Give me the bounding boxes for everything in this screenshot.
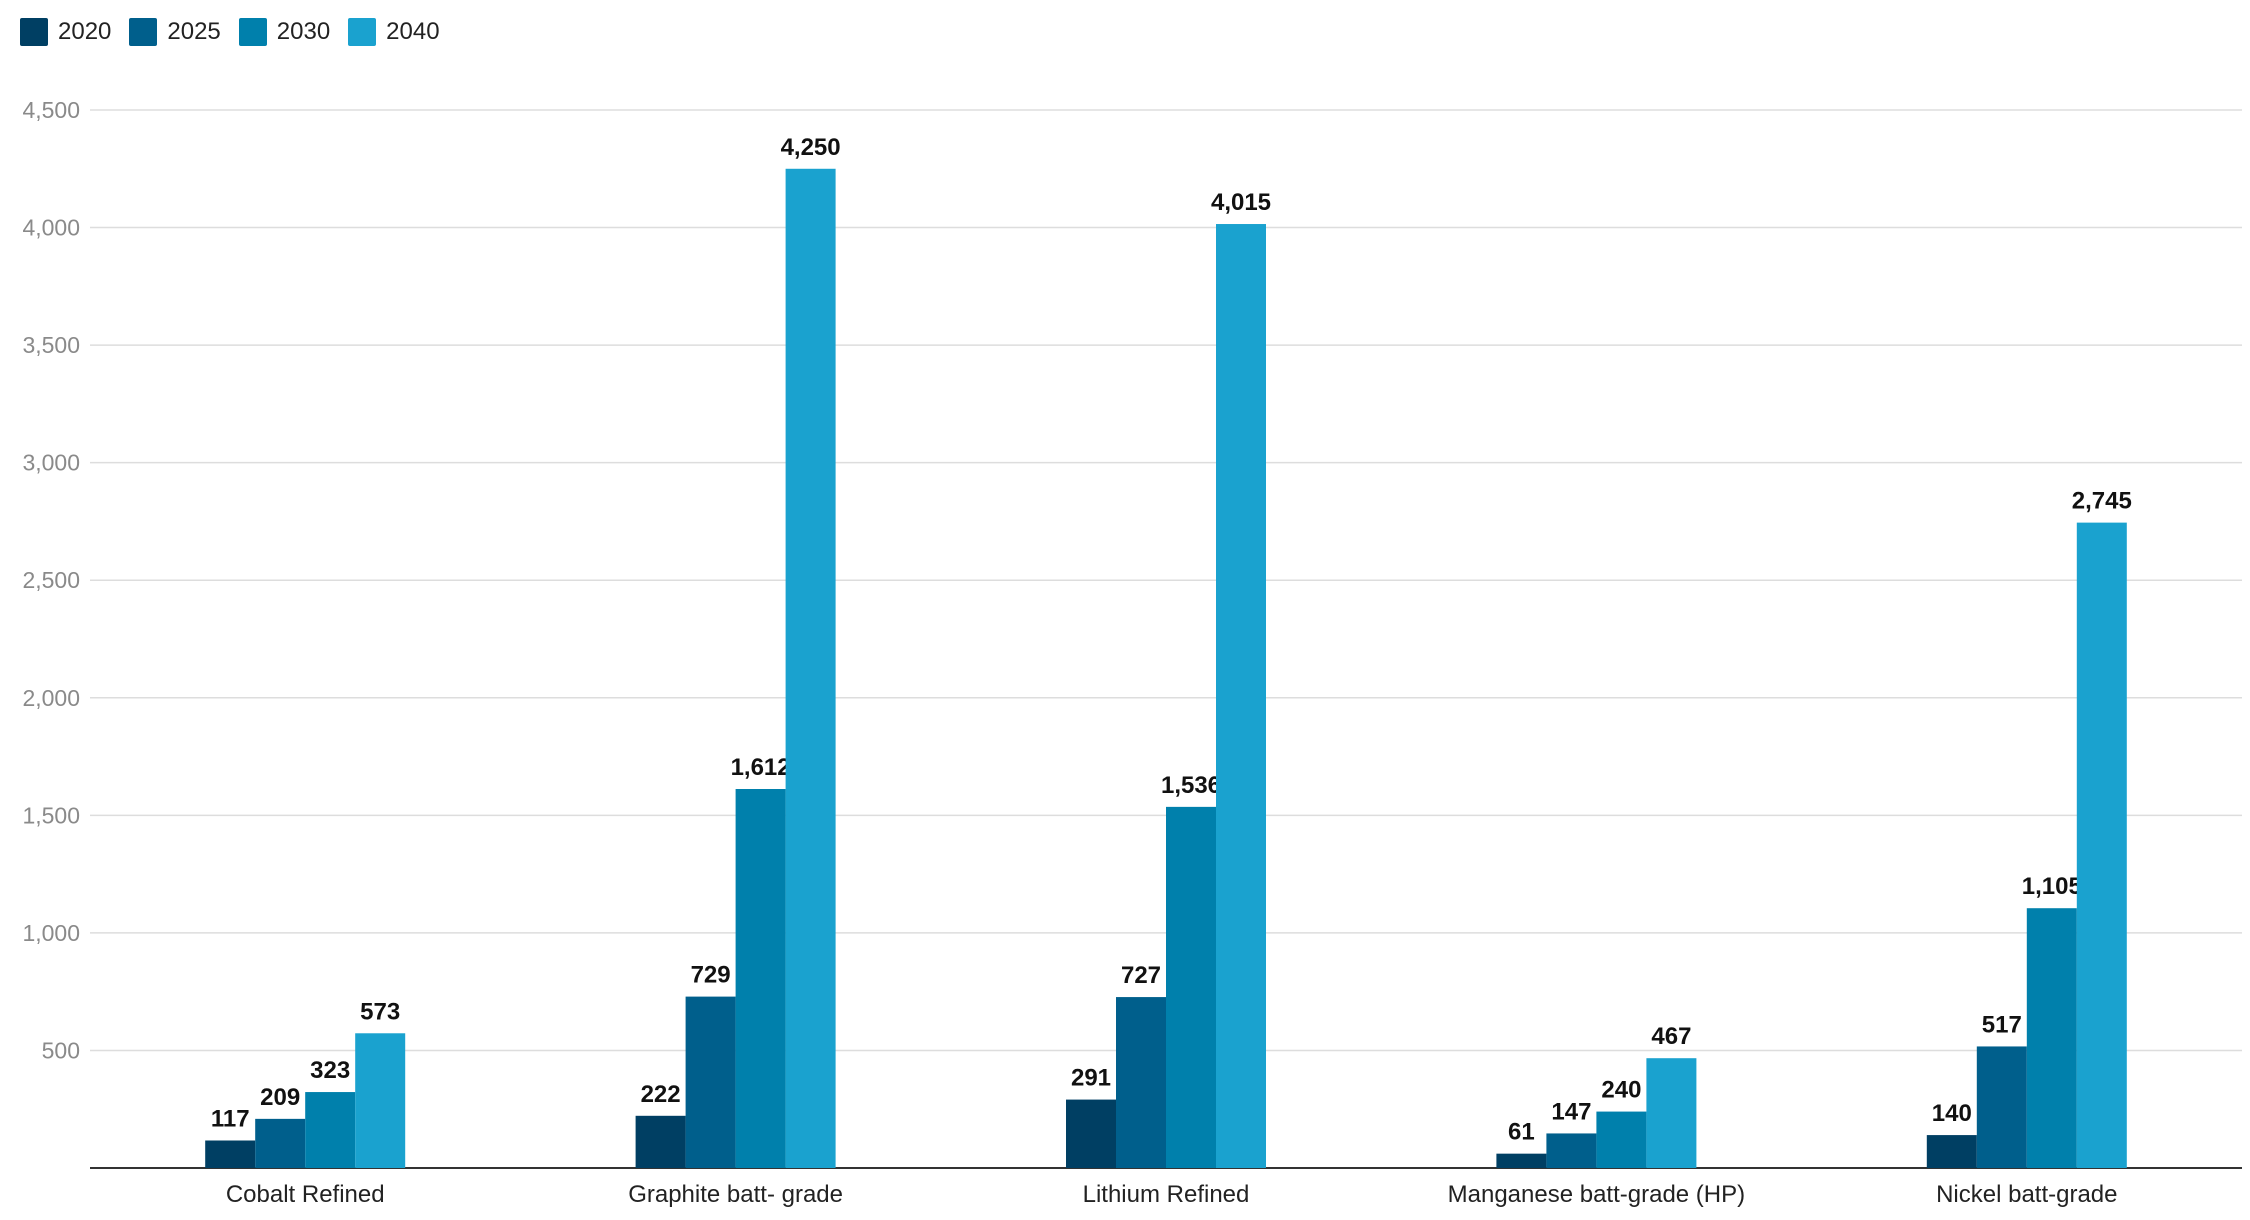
bar-value-label: 2,745 [2072, 488, 2132, 515]
legend-item-2040: 2040 [348, 18, 440, 46]
x-category-label: Cobalt Refined [226, 1181, 385, 1208]
bar [1116, 997, 1166, 1168]
bar-value-label: 727 [1121, 962, 1161, 989]
y-tick-label: 1,500 [22, 802, 80, 828]
bar-value-label: 517 [1982, 1011, 2022, 1038]
bar [1646, 1058, 1697, 1168]
x-category-label: Lithium Refined [1083, 1181, 1250, 1208]
bar [305, 1092, 356, 1168]
bar-value-label: 4,015 [1211, 189, 1271, 216]
legend-swatch-2030 [238, 18, 267, 46]
bar [1216, 224, 1266, 1169]
bar-value-label: 240 [1601, 1077, 1641, 1104]
bar [685, 996, 736, 1168]
y-tick-label: 4,000 [22, 215, 80, 241]
y-tick-label: 3,500 [22, 332, 80, 358]
bar [1166, 806, 1216, 1168]
bar [205, 1140, 256, 1168]
bar-value-label: 573 [360, 998, 400, 1025]
bar-value-label: 467 [1651, 1023, 1691, 1050]
bar-value-label: 140 [1932, 1100, 1972, 1127]
y-tick-label: 500 [42, 1037, 80, 1063]
y-tick-label: 3,000 [22, 450, 80, 476]
bar-value-label: 1,612 [731, 754, 791, 781]
bar-value-label: 729 [691, 962, 731, 989]
y-tick-label: 4,500 [22, 97, 80, 123]
bar-value-label: 1,536 [1161, 772, 1221, 799]
legend-item-2020: 2020 [20, 18, 111, 46]
bar [1066, 1099, 1116, 1168]
bar [1496, 1153, 1547, 1168]
x-category-label: Graphite batt- grade [628, 1181, 843, 1208]
chart-legend: 2020 2025 2030 2040 [20, 18, 440, 46]
legend-swatch-2040 [348, 18, 377, 46]
legend-label-2025: 2025 [167, 18, 221, 45]
bar [1926, 1135, 1977, 1168]
bar-value-label: 291 [1071, 1065, 1111, 1092]
bar-value-label: 147 [1551, 1098, 1591, 1125]
bar-value-label: 323 [310, 1057, 350, 1084]
x-category-label: Manganese batt-grade (HP) [1448, 1181, 1746, 1208]
bar [1596, 1111, 1647, 1168]
legend-item-2025: 2025 [129, 18, 221, 46]
bar-value-label: 61 [1508, 1119, 1535, 1146]
legend-swatch-2020 [20, 18, 48, 46]
bar [355, 1033, 406, 1168]
bar [785, 168, 836, 1168]
bar [2026, 908, 2077, 1168]
y-tick-label: 2,500 [22, 567, 80, 593]
bar [735, 789, 786, 1168]
bar-value-label: 117 [211, 1105, 250, 1132]
bar [255, 1118, 306, 1168]
bar-value-label: 222 [641, 1081, 681, 1108]
y-tick-label: 1,000 [22, 920, 80, 946]
bar [2076, 522, 2127, 1168]
legend-swatch-2025 [129, 18, 158, 46]
bar-value-label: 209 [260, 1084, 300, 1111]
x-category-label: Nickel batt-grade [1936, 1181, 2117, 1208]
legend-label-2020: 2020 [58, 18, 112, 45]
y-tick-label: 2,000 [22, 685, 80, 711]
bar [635, 1115, 686, 1168]
legend-label-2040: 2040 [386, 18, 440, 45]
bar-value-label: 1,105 [2022, 873, 2082, 900]
legend-item-2030: 2030 [238, 18, 331, 46]
bar-value-label: 4,250 [781, 134, 841, 161]
bar [1976, 1046, 2027, 1168]
legend-label-2030: 2030 [276, 18, 331, 45]
bar [1546, 1133, 1597, 1168]
